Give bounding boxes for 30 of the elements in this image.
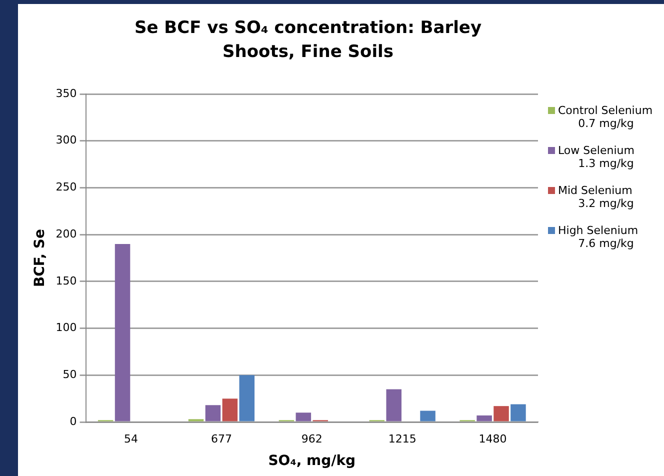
x-tick-label: 54: [124, 432, 138, 446]
x-tick-label: 962: [301, 432, 322, 446]
bar: [296, 412, 312, 422]
y-tick-label: 250: [56, 180, 77, 194]
bar: [494, 406, 509, 422]
bar: [420, 410, 436, 422]
bar: [114, 244, 130, 422]
y-tick-label: 100: [56, 321, 77, 334]
y-tick-label: 350: [56, 86, 77, 100]
legend-label: Mid Selenium 3.2 mg/kg: [557, 184, 635, 210]
x-axis-title: SO₄, mg/kg: [268, 453, 356, 470]
y-tick-label: 50: [62, 368, 77, 381]
bar: [476, 415, 492, 422]
legend-label: Control Selenium 0.7 mg/kg: [557, 104, 654, 130]
y-tick-label: 200: [56, 227, 77, 240]
x-tick-label: 1480: [478, 432, 507, 446]
legend-label: Low Selenium 1.3 mg/kg: [557, 144, 636, 170]
y-tick-label: 0: [70, 414, 77, 428]
bar: [510, 404, 526, 422]
y-axis-title: BCF, Se: [32, 228, 48, 288]
legend-label: High Selenium 7.6 mg/kg: [557, 224, 640, 250]
x-tick-label: 1215: [388, 432, 416, 446]
bar: [205, 405, 221, 422]
chart-title: Se BCF vs SO₄ concentration: Barley Shoots, Fine Soils: [133, 17, 483, 64]
y-tick-label: 300: [56, 134, 77, 147]
bar: [239, 375, 255, 422]
x-tick-label: 677: [210, 432, 232, 446]
bar: [386, 389, 402, 422]
bar: [222, 398, 238, 422]
y-tick-label: 150: [56, 274, 77, 288]
